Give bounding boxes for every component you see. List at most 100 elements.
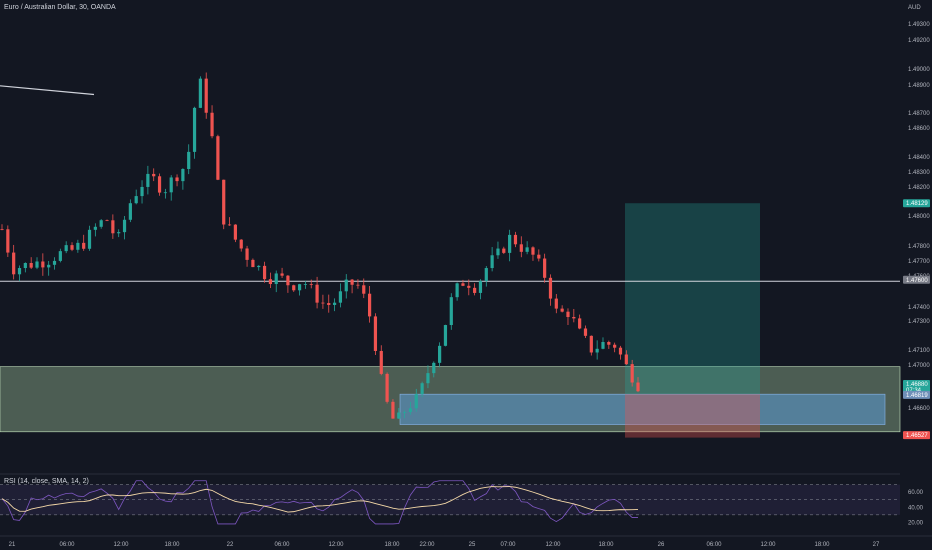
candle-body[interactable] xyxy=(583,328,588,336)
candle-body[interactable] xyxy=(502,248,506,253)
candle-body[interactable] xyxy=(117,232,121,234)
candle-body[interactable] xyxy=(6,229,10,253)
candle-body[interactable] xyxy=(41,261,45,268)
candle-body[interactable] xyxy=(198,78,202,108)
candle-body[interactable] xyxy=(630,364,634,383)
candle-body[interactable] xyxy=(163,192,167,194)
candle-body[interactable] xyxy=(64,245,68,252)
candle-body[interactable] xyxy=(356,284,360,286)
candle-body[interactable] xyxy=(548,277,553,299)
candle-body[interactable] xyxy=(157,176,162,193)
candle-body[interactable] xyxy=(35,261,39,268)
candle-body[interactable] xyxy=(332,302,337,305)
candle-body[interactable] xyxy=(227,224,232,226)
candle-body[interactable] xyxy=(484,268,488,282)
candle-body[interactable] xyxy=(572,317,576,319)
price-axis[interactable]: AUD 1.49300 1.49200 1.49000 1.48900 1.48700 1… xyxy=(908,5,930,441)
candle-body[interactable] xyxy=(192,107,197,152)
candle-body[interactable] xyxy=(385,373,389,402)
trend-line[interactable] xyxy=(0,85,95,96)
candle-body[interactable] xyxy=(122,219,127,233)
candle-body[interactable] xyxy=(613,344,617,348)
candle-body[interactable] xyxy=(607,342,611,345)
candle-body[interactable] xyxy=(175,177,179,182)
candle-body[interactable] xyxy=(496,248,500,256)
candle-body[interactable] xyxy=(29,263,33,268)
time-axis[interactable]: 21 06:00 12:00 18:00 22 06:00 12:00 18:00 22:00 2… xyxy=(0,535,932,548)
candle-body[interactable] xyxy=(566,311,570,318)
candle-body[interactable] xyxy=(245,248,249,260)
candle-body[interactable] xyxy=(490,255,494,269)
candle-body[interactable] xyxy=(391,401,395,419)
candle-body[interactable] xyxy=(373,316,378,351)
candle-body[interactable] xyxy=(134,196,138,204)
candle-body[interactable] xyxy=(508,234,512,253)
candle-body[interactable] xyxy=(519,244,523,252)
candle-body[interactable] xyxy=(321,302,325,304)
candle-body[interactable] xyxy=(309,284,313,285)
candle-body[interactable] xyxy=(344,279,348,292)
candle-body[interactable] xyxy=(297,284,302,291)
candle-body[interactable] xyxy=(93,226,97,230)
candle-body[interactable] xyxy=(397,412,401,419)
candle-body[interactable] xyxy=(251,259,255,268)
candle-body[interactable] xyxy=(367,293,372,317)
blue-zone[interactable] xyxy=(399,393,886,425)
candle-body[interactable] xyxy=(181,168,185,182)
candle-body[interactable] xyxy=(525,247,529,252)
candle-body[interactable] xyxy=(426,373,430,384)
candle-body[interactable] xyxy=(554,298,558,309)
candle-body[interactable] xyxy=(589,335,593,353)
profit-zone[interactable] xyxy=(625,203,760,395)
candle-body[interactable] xyxy=(543,258,547,278)
candle-body[interactable] xyxy=(315,284,319,303)
candle-body[interactable] xyxy=(379,350,383,374)
candle-body[interactable] xyxy=(280,273,284,276)
candle-body[interactable] xyxy=(467,285,471,288)
candle-body[interactable] xyxy=(204,78,208,113)
candle-body[interactable] xyxy=(17,268,22,275)
candle-body[interactable] xyxy=(473,287,477,293)
candle-body[interactable] xyxy=(420,383,424,395)
candle-body[interactable] xyxy=(210,112,214,137)
candle-body[interactable] xyxy=(443,325,448,346)
candle-body[interactable] xyxy=(146,173,150,187)
candle-body[interactable] xyxy=(187,151,191,169)
candle-body[interactable] xyxy=(12,252,16,275)
candle-body[interactable] xyxy=(350,279,354,285)
candle-body[interactable] xyxy=(303,284,308,285)
candle-body[interactable] xyxy=(23,263,27,269)
candle-body[interactable] xyxy=(105,220,109,222)
candle-body[interactable] xyxy=(513,234,518,245)
candle-body[interactable] xyxy=(233,224,237,240)
candle-body[interactable] xyxy=(432,362,436,374)
candle-body[interactable] xyxy=(111,220,115,234)
candle-body[interactable] xyxy=(292,285,296,291)
candle-body[interactable] xyxy=(362,285,366,294)
candle-body[interactable] xyxy=(257,265,261,268)
candle-body[interactable] xyxy=(560,308,564,312)
candle-body[interactable] xyxy=(578,318,582,329)
candle-body[interactable] xyxy=(87,229,92,249)
candle-body[interactable] xyxy=(216,136,220,180)
loss-zone[interactable] xyxy=(625,394,760,438)
candle-body[interactable] xyxy=(58,251,62,261)
candle-body[interactable] xyxy=(99,220,103,227)
candle-body[interactable] xyxy=(537,254,541,259)
candles-layer[interactable] xyxy=(0,72,640,419)
candle-body[interactable] xyxy=(455,283,459,298)
candle-body[interactable] xyxy=(618,347,623,355)
candle-body[interactable] xyxy=(152,173,156,177)
candle-body[interactable] xyxy=(461,283,465,286)
candle-body[interactable] xyxy=(0,229,4,230)
candle-body[interactable] xyxy=(52,260,57,265)
candle-body[interactable] xyxy=(595,348,599,353)
candle-body[interactable] xyxy=(128,203,132,220)
candle-body[interactable] xyxy=(531,247,535,255)
candle-body[interactable] xyxy=(414,394,418,409)
candle-body[interactable] xyxy=(268,279,273,285)
candle-body[interactable] xyxy=(76,242,80,250)
candle-body[interactable] xyxy=(327,303,331,305)
candle-body[interactable] xyxy=(636,382,640,392)
candle-body[interactable] xyxy=(286,275,290,286)
